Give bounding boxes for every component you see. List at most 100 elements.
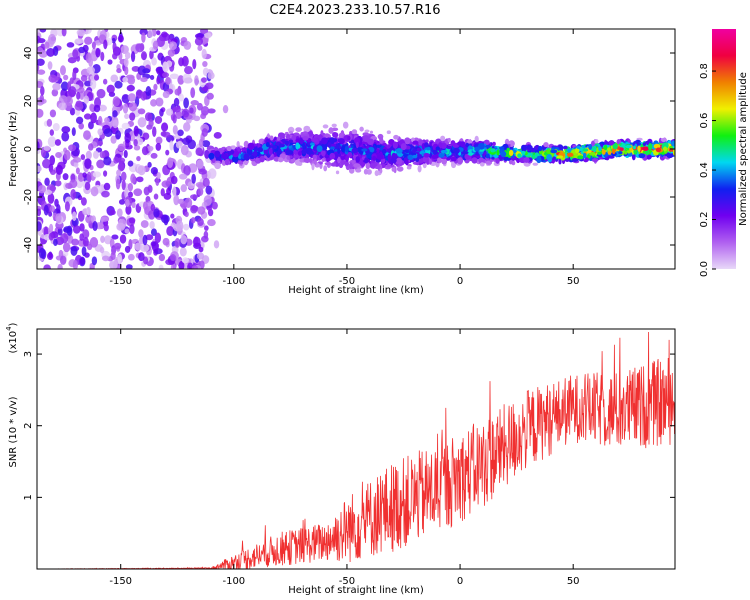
- signal-cell: [361, 148, 368, 152]
- signal-cell: [332, 132, 339, 138]
- signal-cell: [345, 155, 349, 162]
- noise-cell: [204, 32, 212, 39]
- colorbar-label: Normalized spectral amplitude: [738, 72, 749, 226]
- noise-cell: [172, 106, 181, 113]
- noise-cell: [103, 128, 113, 137]
- signal-cell: [339, 138, 345, 145]
- noise-cell: [68, 86, 77, 97]
- signal-cell: [329, 152, 336, 160]
- noise-cell: [96, 88, 106, 99]
- signal-cell: [303, 157, 311, 163]
- noise-cell: [178, 260, 185, 269]
- x-tick-label: 0: [457, 276, 463, 287]
- y-tick-label: 0: [23, 146, 34, 152]
- snr-series-line: [37, 331, 675, 569]
- noise-cell: [126, 84, 135, 92]
- signal-cell: [546, 149, 552, 154]
- spectrogram-x-label: Height of straight line (km): [288, 285, 424, 296]
- noise-cell: [140, 244, 150, 253]
- noise-cell: [103, 235, 112, 245]
- signal-cell: [508, 149, 514, 156]
- noise-cell: [163, 192, 172, 200]
- signal-cell: [598, 145, 602, 152]
- noise-cell: [116, 222, 126, 231]
- noise-cell: [165, 77, 171, 85]
- signal-cell: [522, 145, 527, 152]
- noise-cell: [116, 68, 122, 74]
- noise-cell: [83, 130, 91, 140]
- signal-cell: [362, 132, 369, 136]
- signal-cell: [441, 158, 448, 165]
- noise-cell: [63, 149, 71, 161]
- signal-cell: [302, 131, 308, 135]
- noise-cell: [124, 132, 131, 144]
- noise-cell: [49, 109, 57, 118]
- signal-cell: [392, 141, 398, 149]
- signal-cell: [431, 155, 438, 159]
- noise-cell: [190, 87, 196, 99]
- signal-cell: [364, 157, 369, 164]
- snr-frame: [36, 328, 676, 570]
- signal-cell: [288, 130, 293, 135]
- noise-cell: [103, 224, 109, 232]
- signal-cell: [591, 158, 599, 163]
- signal-cell: [297, 150, 303, 156]
- signal-cell: [329, 143, 337, 147]
- signal-cell: [386, 164, 391, 168]
- signal-cell: [302, 135, 309, 141]
- noise-cell: [124, 65, 129, 76]
- signal-cell: [520, 150, 526, 155]
- noise-cell: [122, 76, 129, 83]
- noise-cell: [48, 74, 57, 83]
- noise-cell: [124, 51, 131, 60]
- noise-cell: [37, 69, 46, 75]
- signal-cell: [393, 134, 399, 140]
- noise-cell: [194, 37, 204, 46]
- noise-cell: [83, 113, 92, 120]
- noise-cell: [100, 51, 105, 62]
- noise-cell: [167, 49, 176, 57]
- noise-cell: [201, 48, 207, 59]
- noise-cell: [80, 154, 86, 160]
- signal-cell: [432, 149, 438, 155]
- noise-cell: [161, 31, 168, 38]
- noise-cell: [72, 259, 78, 269]
- signal-cell: [546, 153, 553, 161]
- signal-cell: [395, 157, 403, 165]
- noise-cell: [213, 131, 222, 139]
- signal-cell: [461, 151, 469, 155]
- noise-cell: [194, 33, 204, 39]
- signal-cell: [351, 129, 358, 135]
- noise-cell: [76, 29, 86, 37]
- signal-cell: [492, 141, 496, 147]
- noise-cell: [125, 264, 133, 269]
- signal-cell: [632, 145, 637, 150]
- noise-cell: [208, 168, 217, 179]
- signal-cell: [564, 158, 570, 162]
- noise-cell: [165, 149, 170, 156]
- noise-cell: [103, 170, 108, 177]
- noise-cell: [107, 59, 113, 65]
- y-tick-label: 40: [23, 47, 34, 60]
- noise-cell: [137, 108, 146, 115]
- noise-cell: [112, 42, 117, 52]
- signal-cell: [311, 137, 319, 143]
- signal-cell: [338, 132, 344, 138]
- signal-cell: [322, 124, 329, 129]
- signal-cell: [450, 140, 456, 146]
- signal-cell: [466, 139, 473, 144]
- noise-cell: [173, 97, 180, 107]
- signal-cell: [278, 143, 286, 148]
- signal-cell: [369, 130, 374, 134]
- noise-cell: [183, 40, 192, 50]
- signal-cell: [558, 158, 562, 165]
- noise-cell: [147, 161, 152, 168]
- signal-cell: [576, 145, 581, 150]
- signal-cell: [601, 148, 606, 155]
- noise-cell: [133, 138, 138, 147]
- noise-cell: [151, 57, 157, 66]
- noise-cell: [40, 86, 45, 96]
- noise-cell: [90, 112, 97, 124]
- noise-cell: [179, 247, 187, 257]
- noise-cell: [83, 95, 90, 104]
